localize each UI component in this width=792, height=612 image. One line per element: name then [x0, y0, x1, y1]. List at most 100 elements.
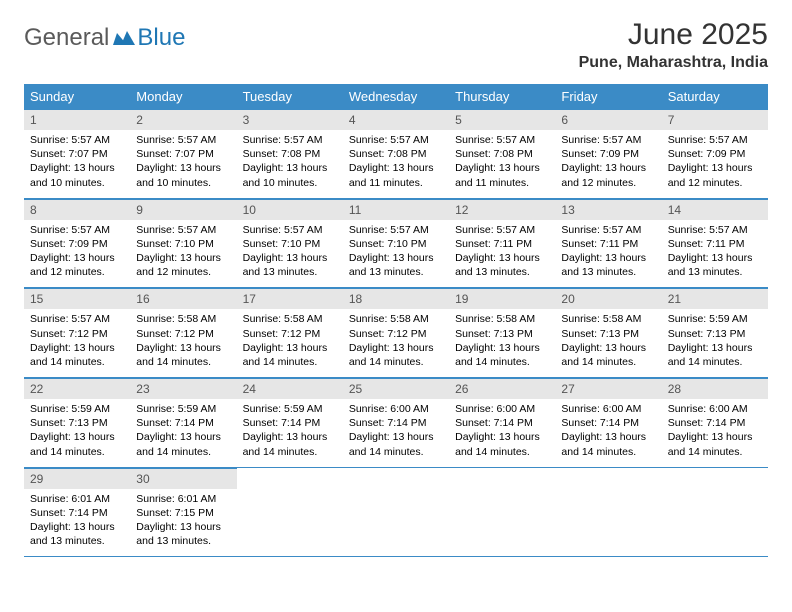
day-text: Sunrise: 5:57 AMSunset: 7:10 PMDaylight:…	[130, 220, 236, 288]
calendar-cell	[343, 467, 449, 557]
day-text: Sunrise: 5:57 AMSunset: 7:08 PMDaylight:…	[343, 130, 449, 198]
day-text: Sunrise: 5:57 AMSunset: 7:09 PMDaylight:…	[555, 130, 661, 198]
calendar-row: 29Sunrise: 6:01 AMSunset: 7:14 PMDayligh…	[24, 467, 768, 557]
day-text: Sunrise: 5:58 AMSunset: 7:13 PMDaylight:…	[555, 309, 661, 377]
day-text: Sunrise: 5:58 AMSunset: 7:12 PMDaylight:…	[343, 309, 449, 377]
day-text: Sunrise: 5:59 AMSunset: 7:13 PMDaylight:…	[662, 309, 768, 377]
calendar-cell: 19Sunrise: 5:58 AMSunset: 7:13 PMDayligh…	[449, 288, 555, 378]
calendar-cell: 14Sunrise: 5:57 AMSunset: 7:11 PMDayligh…	[662, 198, 768, 288]
day-number: 4	[343, 109, 449, 130]
day-number: 26	[449, 378, 555, 399]
calendar-cell: 23Sunrise: 5:59 AMSunset: 7:14 PMDayligh…	[130, 378, 236, 468]
day-text: Sunrise: 5:57 AMSunset: 7:09 PMDaylight:…	[24, 220, 130, 288]
day-text: Sunrise: 5:59 AMSunset: 7:14 PMDaylight:…	[237, 399, 343, 467]
page-subtitle: Pune, Maharashtra, India	[579, 54, 768, 72]
calendar-cell	[449, 467, 555, 557]
calendar-cell: 29Sunrise: 6:01 AMSunset: 7:14 PMDayligh…	[24, 467, 130, 557]
day-number: 5	[449, 109, 555, 130]
header: General Blue June 2025 Pune, Maharashtra…	[24, 18, 768, 72]
weekday-header: Wednesday	[343, 84, 449, 109]
day-number: 6	[555, 109, 661, 130]
calendar-cell: 15Sunrise: 5:57 AMSunset: 7:12 PMDayligh…	[24, 288, 130, 378]
calendar-cell: 26Sunrise: 6:00 AMSunset: 7:14 PMDayligh…	[449, 378, 555, 468]
calendar-cell: 1Sunrise: 5:57 AMSunset: 7:07 PMDaylight…	[24, 109, 130, 198]
logo: General Blue	[24, 18, 185, 52]
calendar-cell: 5Sunrise: 5:57 AMSunset: 7:08 PMDaylight…	[449, 109, 555, 198]
calendar-row: 8Sunrise: 5:57 AMSunset: 7:09 PMDaylight…	[24, 198, 768, 288]
day-text: Sunrise: 5:57 AMSunset: 7:09 PMDaylight:…	[662, 130, 768, 198]
day-text: Sunrise: 5:57 AMSunset: 7:11 PMDaylight:…	[555, 220, 661, 288]
calendar-cell: 9Sunrise: 5:57 AMSunset: 7:10 PMDaylight…	[130, 198, 236, 288]
calendar-cell: 4Sunrise: 5:57 AMSunset: 7:08 PMDaylight…	[343, 109, 449, 198]
calendar-cell: 28Sunrise: 6:00 AMSunset: 7:14 PMDayligh…	[662, 378, 768, 468]
calendar-cell	[662, 467, 768, 557]
day-number: 15	[24, 288, 130, 309]
calendar-row: 1Sunrise: 5:57 AMSunset: 7:07 PMDaylight…	[24, 109, 768, 198]
day-text: Sunrise: 5:57 AMSunset: 7:07 PMDaylight:…	[130, 130, 236, 198]
calendar-cell: 20Sunrise: 5:58 AMSunset: 7:13 PMDayligh…	[555, 288, 661, 378]
day-number: 3	[237, 109, 343, 130]
day-number: 1	[24, 109, 130, 130]
day-text: Sunrise: 5:57 AMSunset: 7:10 PMDaylight:…	[237, 220, 343, 288]
day-text: Sunrise: 6:00 AMSunset: 7:14 PMDaylight:…	[555, 399, 661, 467]
weekday-header: Tuesday	[237, 84, 343, 109]
day-text: Sunrise: 5:57 AMSunset: 7:08 PMDaylight:…	[449, 130, 555, 198]
day-number: 16	[130, 288, 236, 309]
calendar-cell: 13Sunrise: 5:57 AMSunset: 7:11 PMDayligh…	[555, 198, 661, 288]
calendar-cell: 24Sunrise: 5:59 AMSunset: 7:14 PMDayligh…	[237, 378, 343, 468]
calendar-cell: 7Sunrise: 5:57 AMSunset: 7:09 PMDaylight…	[662, 109, 768, 198]
calendar-cell: 2Sunrise: 5:57 AMSunset: 7:07 PMDaylight…	[130, 109, 236, 198]
calendar-row: 22Sunrise: 5:59 AMSunset: 7:13 PMDayligh…	[24, 378, 768, 468]
logo-word1: General	[24, 24, 109, 52]
logo-word2: Blue	[137, 24, 185, 52]
calendar-cell: 21Sunrise: 5:59 AMSunset: 7:13 PMDayligh…	[662, 288, 768, 378]
day-text: Sunrise: 6:01 AMSunset: 7:14 PMDaylight:…	[24, 489, 130, 557]
calendar-body: 1Sunrise: 5:57 AMSunset: 7:07 PMDaylight…	[24, 109, 768, 557]
day-text: Sunrise: 6:00 AMSunset: 7:14 PMDaylight:…	[662, 399, 768, 467]
calendar-cell: 6Sunrise: 5:57 AMSunset: 7:09 PMDaylight…	[555, 109, 661, 198]
day-text: Sunrise: 5:57 AMSunset: 7:11 PMDaylight:…	[449, 220, 555, 288]
day-text: Sunrise: 5:59 AMSunset: 7:13 PMDaylight:…	[24, 399, 130, 467]
day-number: 18	[343, 288, 449, 309]
calendar-cell: 10Sunrise: 5:57 AMSunset: 7:10 PMDayligh…	[237, 198, 343, 288]
day-number: 25	[343, 378, 449, 399]
day-number: 27	[555, 378, 661, 399]
day-number: 29	[24, 468, 130, 489]
day-number: 11	[343, 199, 449, 220]
day-text: Sunrise: 6:00 AMSunset: 7:14 PMDaylight:…	[449, 399, 555, 467]
day-text: Sunrise: 5:58 AMSunset: 7:13 PMDaylight:…	[449, 309, 555, 377]
day-number: 10	[237, 199, 343, 220]
weekday-header: Friday	[555, 84, 661, 109]
day-text: Sunrise: 5:59 AMSunset: 7:14 PMDaylight:…	[130, 399, 236, 467]
day-number: 23	[130, 378, 236, 399]
calendar-cell: 22Sunrise: 5:59 AMSunset: 7:13 PMDayligh…	[24, 378, 130, 468]
day-number: 22	[24, 378, 130, 399]
calendar-cell: 30Sunrise: 6:01 AMSunset: 7:15 PMDayligh…	[130, 467, 236, 557]
day-text: Sunrise: 6:01 AMSunset: 7:15 PMDaylight:…	[130, 489, 236, 557]
weekday-header-row: Sunday Monday Tuesday Wednesday Thursday…	[24, 84, 768, 109]
day-text: Sunrise: 6:00 AMSunset: 7:14 PMDaylight:…	[343, 399, 449, 467]
calendar-cell: 25Sunrise: 6:00 AMSunset: 7:14 PMDayligh…	[343, 378, 449, 468]
calendar-cell: 3Sunrise: 5:57 AMSunset: 7:08 PMDaylight…	[237, 109, 343, 198]
page-title: June 2025	[579, 18, 768, 52]
calendar-cell	[237, 467, 343, 557]
day-number: 21	[662, 288, 768, 309]
weekday-header: Thursday	[449, 84, 555, 109]
calendar-table: Sunday Monday Tuesday Wednesday Thursday…	[24, 84, 768, 557]
calendar-cell: 27Sunrise: 6:00 AMSunset: 7:14 PMDayligh…	[555, 378, 661, 468]
day-number: 28	[662, 378, 768, 399]
day-number: 14	[662, 199, 768, 220]
calendar-cell: 11Sunrise: 5:57 AMSunset: 7:10 PMDayligh…	[343, 198, 449, 288]
day-number: 24	[237, 378, 343, 399]
day-text: Sunrise: 5:57 AMSunset: 7:07 PMDaylight:…	[24, 130, 130, 198]
calendar-cell	[555, 467, 661, 557]
day-text: Sunrise: 5:58 AMSunset: 7:12 PMDaylight:…	[237, 309, 343, 377]
day-number: 13	[555, 199, 661, 220]
day-number: 2	[130, 109, 236, 130]
day-text: Sunrise: 5:57 AMSunset: 7:12 PMDaylight:…	[24, 309, 130, 377]
weekday-header: Sunday	[24, 84, 130, 109]
logo-mark-icon	[113, 24, 135, 52]
calendar-cell: 8Sunrise: 5:57 AMSunset: 7:09 PMDaylight…	[24, 198, 130, 288]
day-number: 30	[130, 468, 236, 489]
day-text: Sunrise: 5:57 AMSunset: 7:08 PMDaylight:…	[237, 130, 343, 198]
